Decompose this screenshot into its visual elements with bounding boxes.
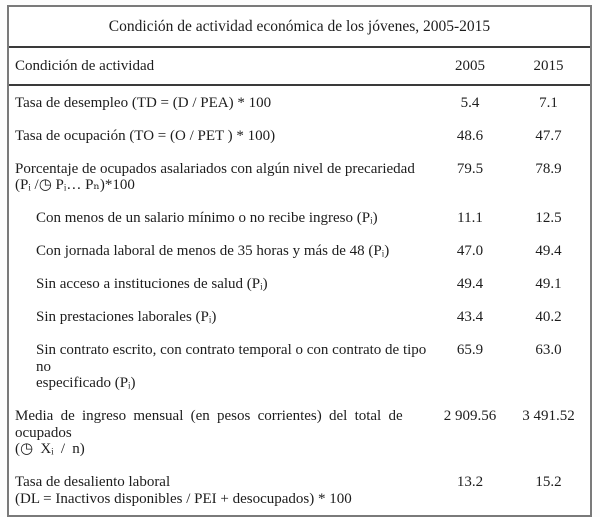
table-row-contrato: Sin contrato escrito, con contrato tempo…	[9, 334, 590, 400]
value-2015: 49.1	[535, 276, 562, 292]
value-2015: 47.7	[535, 127, 562, 144]
statistics-table: Condición de actividad 2005 2015 Tasa de…	[9, 48, 590, 515]
row-label: Sin contrato escrito, con contrato tempo…	[36, 342, 427, 391]
value-2015: 12.5	[535, 210, 562, 226]
row-label: Tasa de desempleo (TD = (D / PEA) * 100	[15, 94, 272, 111]
value-2015: 40.2	[535, 309, 562, 325]
value-2005: 43.4	[456, 309, 484, 325]
column-header-2005: 2005	[433, 48, 507, 86]
table-row-jornada-laboral: Con jornada laboral de menos de 35 horas…	[9, 235, 590, 268]
header-row: Condición de actividad 2005 2015	[9, 48, 590, 86]
table-row-salario-minimo: Con menos de un salario mínimo o no reci…	[9, 202, 590, 235]
row-label: Sin acceso a instituciones de salud (Pᵢ)	[36, 276, 268, 292]
value-2015: 63.0	[535, 342, 562, 358]
value-2015: 7.1	[539, 94, 558, 111]
row-label: Tasa de desaliento laboral (DL = Inactiv…	[15, 474, 352, 507]
table-title: Condición de actividad económica de los …	[9, 7, 590, 48]
row-label: Tasa de ocupación (TO = (O / PET ) * 100…	[15, 127, 276, 144]
column-header-2015: 2015	[507, 48, 590, 86]
value-2005: 49.4	[456, 276, 484, 292]
value-2015: 15.2	[535, 474, 562, 490]
table-row-prestaciones: Sin prestaciones laborales (Pᵢ) 43.4 40.…	[9, 301, 590, 334]
value-2005: 11.1	[457, 210, 483, 226]
table-row-precariedad: Porcentaje de ocupados asalariados con a…	[9, 152, 590, 202]
row-label: Con menos de un salario mínimo o no reci…	[36, 210, 378, 226]
value-2005: 79.5	[456, 160, 484, 177]
column-header-condicion: Condición de actividad	[9, 48, 433, 86]
table-row-salud: Sin acceso a instituciones de salud (Pᵢ)…	[9, 268, 590, 301]
value-2015: 49.4	[535, 243, 562, 259]
value-2005: 2 909.56	[443, 408, 497, 424]
value-2005: 65.9	[456, 342, 484, 358]
table-row-tasa-ocupacion: Tasa de ocupación (TO = (O / PET ) * 100…	[9, 119, 590, 152]
value-2005: 5.4	[460, 94, 480, 111]
row-label: Media de ingreso mensual (en pesos corri…	[15, 408, 403, 457]
table-container: Condición de actividad económica de los …	[7, 5, 592, 517]
value-2005: 48.6	[456, 127, 484, 144]
row-label: Sin prestaciones laborales (Pᵢ)	[36, 309, 217, 325]
value-2015: 78.9	[535, 160, 562, 177]
row-label: Porcentaje de ocupados asalariados con a…	[15, 160, 415, 194]
value-2015: 3 491.52	[522, 408, 575, 424]
table-row-tasa-desempleo: Tasa de desempleo (TD = (D / PEA) * 100 …	[9, 85, 590, 119]
table-row-media-ingreso: Media de ingreso mensual (en pesos corri…	[9, 400, 590, 466]
table-row-desaliento: Tasa de desaliento laboral (DL = Inactiv…	[9, 466, 590, 516]
value-2005: 47.0	[456, 243, 484, 259]
row-label: Con jornada laboral de menos de 35 horas…	[36, 243, 390, 259]
value-2005: 13.2	[456, 474, 484, 490]
